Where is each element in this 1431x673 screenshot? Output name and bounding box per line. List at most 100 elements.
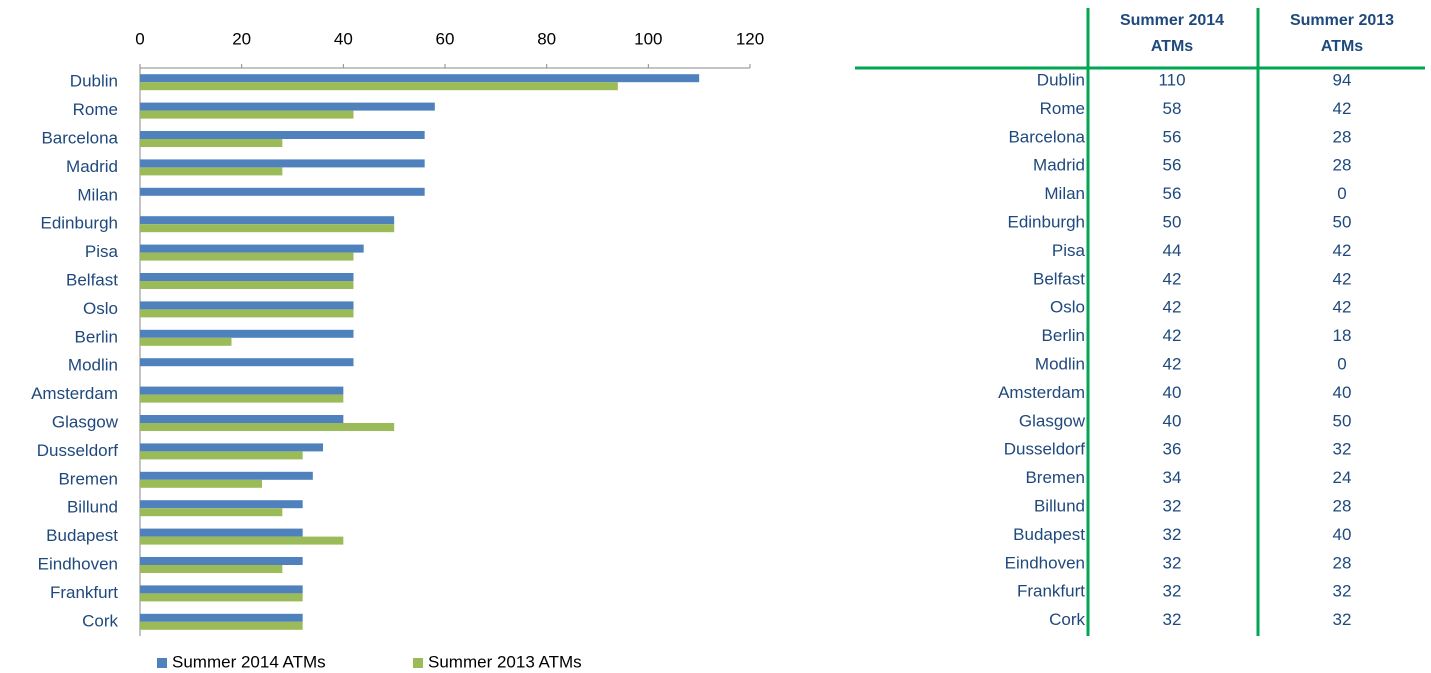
- y-tick-label: Billund: [67, 498, 118, 517]
- table-cell: 94: [1333, 70, 1352, 89]
- row-label: Berlin: [1042, 326, 1085, 345]
- bar: [140, 479, 262, 488]
- row-label: Cork: [1049, 610, 1085, 629]
- bar: [140, 423, 395, 431]
- bar: [140, 244, 364, 253]
- table-cell: 32: [1163, 582, 1182, 601]
- bar: [140, 82, 618, 91]
- row-label: Edinburgh: [1007, 212, 1085, 231]
- row-label: Frankfurt: [1017, 582, 1085, 601]
- column-header: Summer 2014 ATMs: [1120, 12, 1224, 55]
- bar: [140, 273, 354, 281]
- table-cell: 28: [1333, 156, 1352, 175]
- bar: [140, 252, 354, 261]
- bar: [140, 508, 283, 517]
- table-cell: 40: [1333, 525, 1352, 544]
- table-cell: 32: [1333, 582, 1352, 601]
- table-cell: 28: [1333, 496, 1352, 515]
- table-cell: 36: [1163, 440, 1182, 459]
- y-tick-label: Cork: [82, 611, 118, 630]
- legend-swatch: [413, 658, 423, 668]
- row-label: Billund: [1034, 496, 1085, 515]
- x-tick-label: 100: [634, 29, 662, 48]
- table-cell: 50: [1333, 212, 1352, 231]
- table-cell: 32: [1163, 553, 1182, 572]
- x-tick-label: 0: [135, 29, 144, 48]
- table-cell: 34: [1163, 468, 1182, 487]
- table-cell: 28: [1333, 127, 1352, 146]
- y-tick-label: Berlin: [75, 327, 118, 346]
- y-tick-label: Dublin: [70, 72, 118, 91]
- row-label: Oslo: [1050, 298, 1085, 317]
- row-label: Eindhoven: [1005, 553, 1085, 572]
- x-tick-label: 80: [537, 29, 556, 48]
- bar: [140, 386, 344, 395]
- y-tick-label: Bremen: [58, 469, 118, 488]
- table-cell: 42: [1163, 269, 1182, 288]
- row-label: Milan: [1044, 184, 1085, 203]
- y-tick-label: Oslo: [83, 299, 118, 318]
- bar: [140, 159, 425, 168]
- x-tick-label: 40: [334, 29, 353, 48]
- row-label: Madrid: [1033, 156, 1085, 175]
- row-label: Belfast: [1033, 269, 1085, 288]
- table-cell: 42: [1333, 99, 1352, 118]
- row-label: Budapest: [1013, 525, 1085, 544]
- bar: [140, 74, 700, 83]
- table-cell: 50: [1333, 411, 1352, 430]
- bar: [140, 337, 232, 346]
- y-tick-label: Glasgow: [52, 412, 119, 431]
- bar: [140, 621, 303, 630]
- bar: [140, 358, 354, 367]
- table-cell: 0: [1337, 184, 1346, 203]
- bar: [140, 565, 283, 573]
- table-cell: 42: [1333, 269, 1352, 288]
- y-tick-label: Barcelona: [41, 128, 118, 147]
- bar: [140, 471, 313, 480]
- table-cell: 18: [1333, 326, 1352, 345]
- bar: [140, 301, 354, 310]
- table-cell: 28: [1333, 553, 1352, 572]
- bar: [140, 167, 283, 176]
- table-cell: 42: [1333, 241, 1352, 260]
- bar: [140, 451, 303, 460]
- bar: [140, 102, 435, 111]
- y-tick-label: Edinburgh: [40, 214, 118, 233]
- x-tick-label: 60: [436, 29, 455, 48]
- y-tick-label: Budapest: [46, 526, 118, 545]
- table-cell: 42: [1163, 354, 1182, 373]
- bar: [140, 557, 303, 565]
- table-cell: 58: [1163, 99, 1182, 118]
- row-label: Pisa: [1052, 241, 1086, 260]
- row-label: Rome: [1040, 99, 1085, 118]
- bar: [140, 216, 395, 225]
- row-label: Glasgow: [1019, 411, 1086, 430]
- y-tick-label: Modlin: [68, 356, 118, 375]
- table-cell: 40: [1333, 383, 1352, 402]
- bar: [140, 187, 425, 196]
- y-tick-label: Amsterdam: [31, 384, 118, 403]
- table-cell: 32: [1333, 440, 1352, 459]
- bar: [140, 110, 354, 119]
- y-tick-label: Eindhoven: [38, 554, 118, 573]
- bar: [140, 585, 303, 594]
- legend-swatch: [157, 658, 167, 668]
- bar: [140, 536, 344, 545]
- table-cell: 56: [1163, 127, 1182, 146]
- bar: [140, 309, 354, 318]
- bar: [140, 131, 425, 139]
- bar: [140, 415, 344, 423]
- row-label: Barcelona: [1008, 127, 1085, 146]
- y-tick-label: Milan: [77, 185, 118, 204]
- table-cell: 42: [1163, 298, 1182, 317]
- table-cell: 42: [1333, 298, 1352, 317]
- column-header: Summer 2013 ATMs: [1290, 12, 1394, 55]
- y-tick-label: Belfast: [66, 270, 118, 289]
- row-label: Amsterdam: [998, 383, 1085, 402]
- table-cell: 32: [1163, 525, 1182, 544]
- bar: [140, 139, 283, 147]
- table-cell: 56: [1163, 156, 1182, 175]
- table-cell: 32: [1163, 610, 1182, 629]
- table-cell: 56: [1163, 184, 1182, 203]
